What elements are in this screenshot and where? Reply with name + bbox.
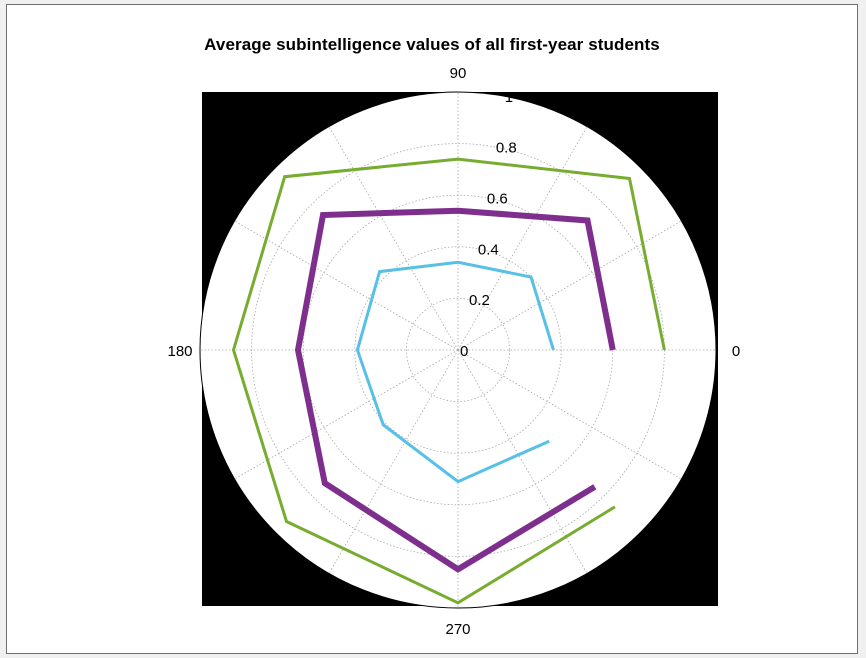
radius-tick-label: 0.8 (496, 140, 517, 157)
angular-gridline (457, 126, 588, 351)
angle-tick-label: 0 (732, 343, 740, 360)
angle-tick-label: 270 (445, 621, 470, 638)
angle-tick-label: 210 (205, 482, 230, 499)
angle-tick-label: 60 (589, 102, 606, 119)
radius-tick-label: 0.2 (469, 292, 490, 309)
angular-gridline (234, 220, 459, 351)
angular-gridline (328, 126, 459, 351)
series-line-3 (231, 157, 666, 605)
angle-tick-label: 30 (690, 204, 707, 221)
angular-gridline (457, 349, 682, 480)
angular-gridline (234, 349, 459, 480)
angle-tick-label: 90 (450, 65, 467, 82)
angular-gridline (457, 349, 588, 574)
angular-gridline (457, 220, 682, 351)
radius-tick-label: 0.4 (478, 241, 499, 258)
angle-tick-label: 180 (167, 343, 192, 360)
series-line-2 (294, 207, 616, 573)
radial-gridline (354, 246, 562, 454)
radial-gridline (405, 297, 510, 402)
angle-tick-label: 300 (584, 584, 609, 601)
angle-tick-label: 240 (306, 584, 331, 601)
angular-gridline (328, 349, 459, 574)
series-line-1 (355, 260, 555, 484)
chart-title: Average subintelligence values of all fi… (204, 35, 660, 54)
angle-tick-label: 150 (205, 204, 230, 221)
radial-gridline (199, 91, 717, 609)
radius-tick-label: 0 (460, 343, 468, 360)
radius-tick-label: 1 (505, 89, 513, 106)
angle-tick-label: 330 (686, 482, 711, 499)
radius-tick-label: 0.6 (487, 191, 508, 208)
angle-tick-label: 120 (306, 102, 331, 119)
